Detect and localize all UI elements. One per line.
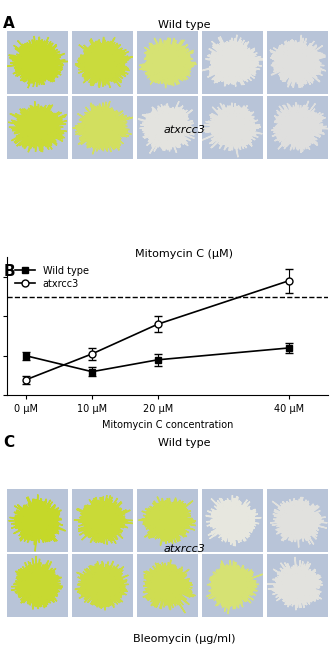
Text: Mitomycin C (μM): Mitomycin C (μM)	[135, 249, 233, 259]
Polygon shape	[138, 101, 194, 154]
Polygon shape	[75, 561, 129, 610]
Text: 5: 5	[100, 161, 105, 169]
Text: C: C	[3, 435, 14, 450]
Polygon shape	[11, 556, 63, 610]
Polygon shape	[138, 497, 196, 546]
Polygon shape	[270, 35, 326, 88]
X-axis label: Mitomycin C concentration: Mitomycin C concentration	[102, 420, 233, 430]
Text: Bleomycin (μg/ml): Bleomycin (μg/ml)	[133, 634, 236, 644]
Polygon shape	[74, 495, 133, 544]
Text: atxrcc3: atxrcc3	[163, 544, 205, 554]
Text: 0: 0	[35, 618, 40, 627]
Polygon shape	[8, 101, 67, 152]
Text: 0.2: 0.2	[96, 618, 109, 627]
Text: 5.0: 5.0	[291, 618, 304, 627]
Polygon shape	[199, 103, 262, 158]
Polygon shape	[7, 36, 69, 88]
Polygon shape	[207, 560, 263, 614]
Text: 10: 10	[162, 161, 173, 169]
Polygon shape	[143, 559, 195, 613]
Legend: Wild type, atxrcc3: Wild type, atxrcc3	[12, 262, 92, 293]
Text: Wild type: Wild type	[158, 20, 210, 30]
Text: 0: 0	[35, 161, 40, 169]
Text: atxrcc3: atxrcc3	[163, 125, 205, 135]
Polygon shape	[9, 494, 66, 552]
Polygon shape	[267, 557, 323, 610]
Polygon shape	[206, 495, 261, 546]
Polygon shape	[202, 35, 264, 86]
Text: 40: 40	[292, 161, 303, 169]
Polygon shape	[139, 38, 196, 88]
Polygon shape	[73, 101, 133, 154]
Polygon shape	[271, 101, 330, 153]
Text: 0.5: 0.5	[161, 618, 174, 627]
Text: B: B	[3, 264, 15, 279]
Text: 1.0: 1.0	[226, 618, 239, 627]
Polygon shape	[270, 497, 327, 548]
Text: A: A	[3, 16, 15, 32]
Polygon shape	[75, 37, 134, 88]
Text: Wild type: Wild type	[158, 438, 210, 448]
Text: 20: 20	[227, 161, 238, 169]
